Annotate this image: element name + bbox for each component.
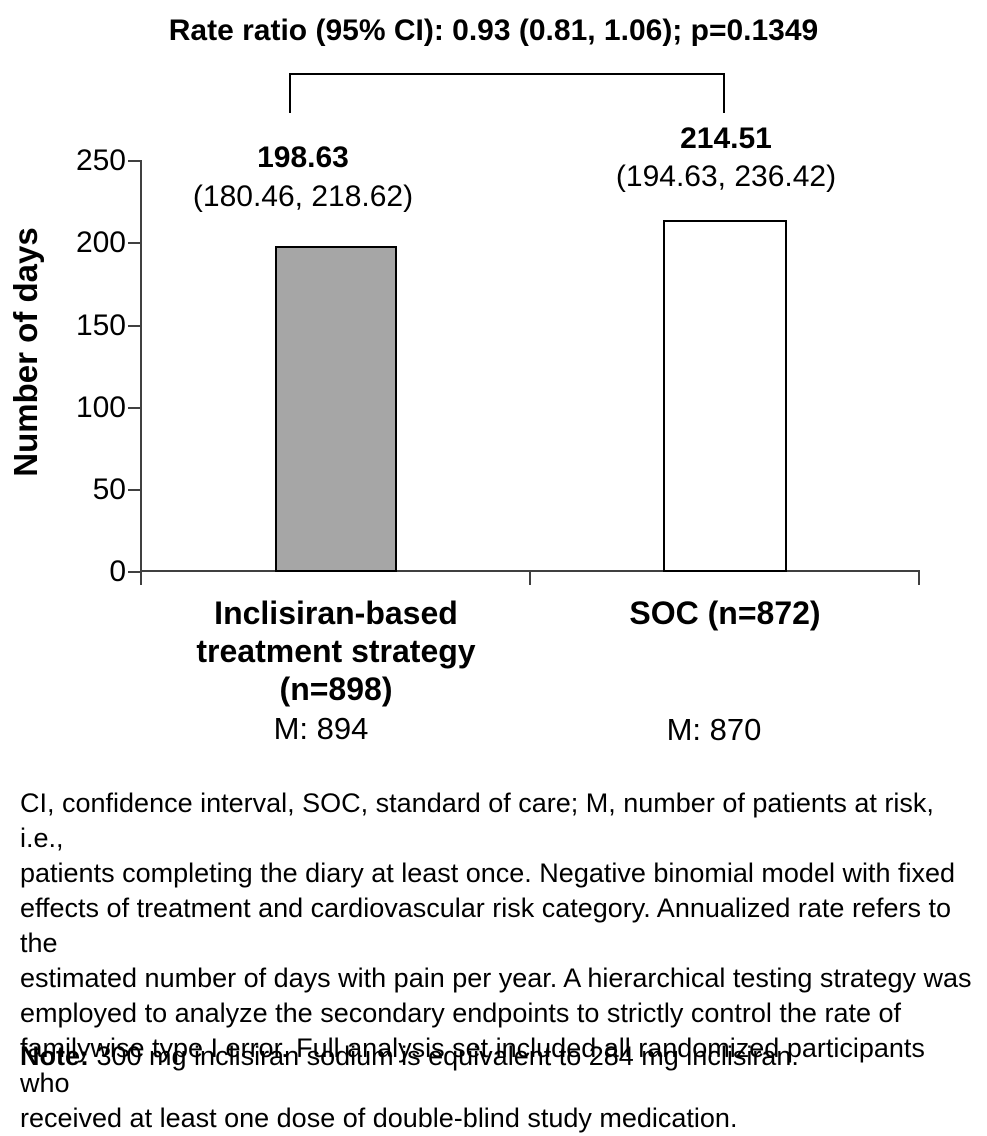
bar1-value-label: 198.63	[257, 141, 349, 174]
comparison-bracket	[289, 73, 725, 113]
bar-soc	[663, 220, 787, 572]
y-tick-label-150: 150	[75, 309, 126, 342]
bar2-value-label: 214.51	[680, 122, 772, 155]
x-tick-mark	[918, 570, 920, 585]
x-tick-mark	[529, 570, 531, 585]
y-tick-mark	[128, 242, 141, 244]
x-category-label-soc: SOC (n=872)	[629, 595, 821, 631]
note-label: Note:	[20, 1041, 89, 1071]
y-tick-mark	[128, 160, 141, 162]
y-tick-mark	[128, 407, 141, 409]
y-axis-line	[140, 160, 142, 585]
bar-inclisiran	[275, 246, 397, 572]
y-tick-label-50: 50	[92, 473, 126, 506]
y-tick-label-0: 0	[109, 555, 126, 588]
m-at-risk-label-soc: M: 870	[666, 712, 762, 747]
y-tick-label-200: 200	[75, 226, 126, 259]
y-tick-label-100: 100	[75, 391, 126, 424]
y-tick-label-250: 250	[75, 144, 126, 177]
bar2-ci-label: (194.63, 236.42)	[615, 160, 837, 193]
y-tick-mark	[128, 325, 141, 327]
bar1-ci-label: (180.46, 218.62)	[192, 180, 414, 213]
y-tick-mark	[128, 489, 141, 491]
x-category-label-inclisiran: Inclisiran-based treatment strategy (n=8…	[196, 595, 476, 707]
note-line: Note: 300 mg inclisiran sodium is equiva…	[20, 1039, 972, 1073]
y-axis-title: Number of days	[7, 227, 44, 477]
chart-title: Rate ratio (95% CI): 0.93 (0.81, 1.06); …	[168, 14, 819, 47]
y-tick-mark	[128, 571, 141, 573]
m-at-risk-label-inclisiran: M: 894	[273, 711, 369, 746]
note-text: 300 mg inclisiran sodium is equivalent t…	[89, 1041, 799, 1071]
footnote-text: CI, confidence interval, SOC, standard o…	[20, 788, 972, 1133]
